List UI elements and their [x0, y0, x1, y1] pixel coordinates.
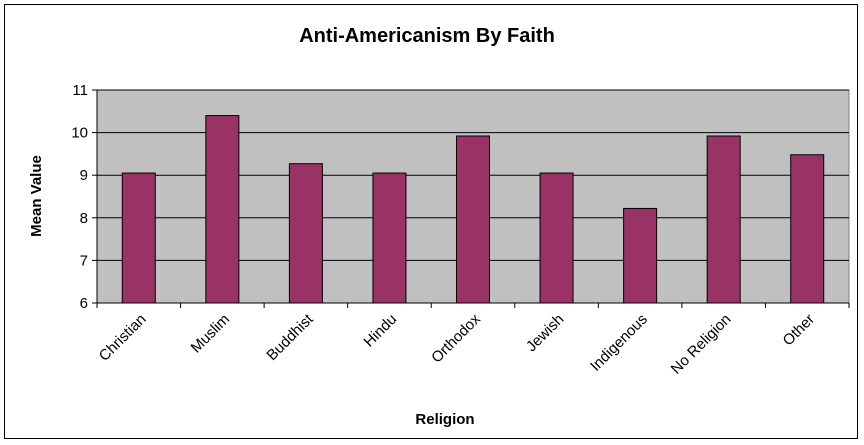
bar-other: [790, 154, 825, 304]
bar-christian: [121, 172, 156, 304]
y-tick-label: 9: [80, 167, 88, 184]
category-label: Indigenous: [587, 311, 651, 375]
bar-hindu: [372, 172, 407, 304]
category-label: Christian: [96, 311, 150, 365]
bar-buddhist: [288, 163, 323, 304]
bar-orthodox: [456, 135, 490, 304]
bar-no-religion: [706, 135, 741, 304]
category-label: Jewish: [523, 311, 567, 355]
category-label: Hindu: [361, 311, 401, 351]
bar-muslim: [205, 115, 240, 304]
category-label: Muslim: [188, 311, 234, 357]
x-category-labels: Christian Muslim Buddhist Hindu Orthodox Jewi…: [96, 310, 818, 377]
y-tick-label: 6: [80, 295, 88, 312]
category-label: Orthodox: [428, 310, 484, 366]
y-tick-label: 8: [80, 210, 88, 227]
category-label: Buddhist: [263, 310, 317, 364]
bar-indigenous: [623, 207, 658, 304]
x-axis-title: Religion: [415, 411, 474, 428]
y-tick-label: 11: [72, 82, 88, 99]
y-axis-title: Mean Value: [28, 155, 45, 237]
y-tick-label: 7: [80, 252, 88, 269]
bars: [121, 115, 825, 304]
y-tick-label: 10: [71, 125, 88, 142]
category-label: No Religion: [668, 311, 735, 378]
axes: [92, 89, 850, 308]
category-label: Other: [780, 311, 819, 350]
chart-title: Anti-Americanism By Faith: [299, 25, 555, 47]
bar-jewish: [539, 172, 574, 304]
y-tick-labels: 6 7 8 9 10 11: [71, 82, 88, 312]
